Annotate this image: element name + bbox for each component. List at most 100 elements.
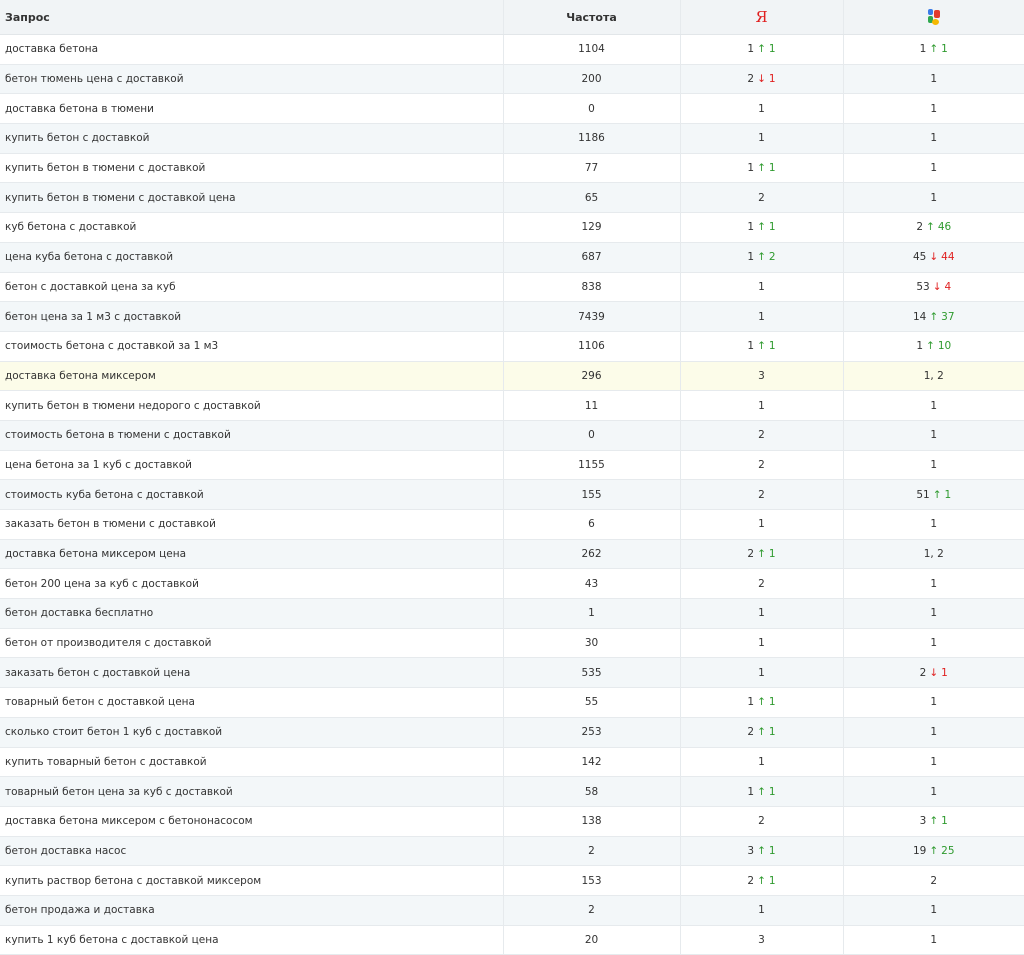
query-cell: стоимость бетона с доставкой за 1 м3: [0, 331, 503, 362]
column-header-query[interactable]: Запрос: [0, 0, 503, 35]
position-value: 1: [758, 666, 765, 679]
arrow-down-icon: ↓: [757, 73, 766, 86]
position-value: 2: [747, 73, 755, 86]
yandex-position-cell: 2 ↓ 1: [679, 64, 843, 95]
google-position-cell: 1: [842, 776, 1024, 807]
yandex-position-cell: 2: [679, 420, 843, 451]
query-cell: купить 1 куб бетона с доставкой цена: [0, 925, 503, 955]
column-header-frequency[interactable]: Частота: [502, 0, 680, 35]
query-cell: бетон доставка насос: [0, 836, 503, 867]
table-row: стоимость куба бетона с доставкой 155 2 51 ↑…: [0, 479, 1024, 510]
yandex-position-cell: 1: [679, 390, 843, 421]
arrow-up-icon: ↑: [757, 162, 766, 175]
position-value: 1: [930, 518, 938, 531]
arrow-up-icon: ↑: [926, 340, 935, 353]
table-row: купить товарный бетон с доставкой 142 1 1: [0, 747, 1024, 778]
yandex-position-cell: 2: [679, 568, 843, 600]
table-row: заказать бетон с доставкой цена 535 1 2 ↓ 1: [0, 657, 1024, 689]
position-value: 1: [747, 785, 755, 798]
query-cell: стоимость куба бетона с доставкой: [0, 479, 503, 510]
yandex-position-cell: 1: [679, 509, 843, 540]
position-value: 1: [930, 726, 938, 739]
position-value: 3: [919, 815, 927, 828]
query-cell: доставка бетона миксером с бетононасосом: [0, 806, 503, 837]
position-change: 44: [941, 251, 955, 264]
yandex-position-cell: 1 ↑ 1: [679, 34, 843, 65]
yandex-logo-icon: Я: [755, 8, 768, 26]
query-cell: заказать бетон с доставкой цена: [0, 657, 503, 689]
query-cell: доставка бетона миксером цена: [0, 539, 503, 570]
position-value: 1: [758, 102, 765, 115]
position-value: 1: [916, 340, 923, 353]
frequency-cell: 1106: [502, 331, 680, 362]
position-value: 1: [930, 429, 938, 442]
frequency-cell: 129: [502, 212, 680, 243]
yandex-position-cell: 1 ↑ 1: [679, 687, 843, 718]
position-change: 1: [768, 548, 776, 561]
table-row: купить раствор бетона с доставкой миксер…: [0, 865, 1024, 896]
arrow-up-icon: ↑: [929, 310, 939, 323]
position-value: 1: [747, 221, 755, 234]
column-header-google[interactable]: [842, 0, 1024, 35]
frequency-cell: 6: [502, 509, 680, 540]
position-change: 37: [941, 310, 955, 323]
frequency-cell: 1186: [502, 123, 680, 154]
position-value: 2: [916, 221, 923, 234]
arrow-up-icon: ↑: [757, 340, 766, 353]
position-change: 1: [768, 726, 776, 739]
table-row: заказать бетон в тюмени с доставкой 6 1 1: [0, 509, 1024, 540]
position-value: 1: [758, 518, 765, 531]
position-value: 1: [930, 73, 938, 86]
position-value: 2: [747, 548, 755, 561]
frequency-cell: 687: [502, 242, 680, 273]
google-position-cell: 19 ↑ 25: [842, 836, 1024, 867]
table-row: бетон тюмень цена с доставкой 200 2 ↓ 1 1: [0, 64, 1024, 95]
position-value: 2: [758, 429, 765, 442]
table-row: товарный бетон цена за куб с доставкой 58…: [0, 776, 1024, 807]
google-position-cell: 1: [842, 390, 1024, 421]
frequency-cell: 142: [502, 747, 680, 778]
google-position-cell: 1: [842, 153, 1024, 184]
arrow-down-icon: ↓: [929, 251, 939, 264]
position-change: 1: [768, 785, 776, 798]
position-value: 1, 2: [923, 369, 944, 382]
position-change: 25: [941, 844, 955, 857]
google-position-cell: 1: [842, 717, 1024, 748]
query-cell: бетон тюмень цена с доставкой: [0, 64, 503, 95]
table-row: товарный бетон с доставкой цена 55 1 ↑ 1 1: [0, 687, 1024, 718]
yandex-position-cell: 1: [679, 895, 843, 926]
query-cell: купить бетон в тюмени с доставкой цена: [0, 182, 503, 214]
position-value: 1: [758, 399, 765, 412]
position-value: 1: [930, 162, 938, 175]
frequency-cell: 155: [502, 479, 680, 510]
yandex-position-cell: 1 ↑ 2: [679, 242, 843, 273]
position-value: 53: [916, 280, 930, 293]
position-value: 2: [758, 488, 765, 501]
yandex-position-cell: 1: [679, 272, 843, 303]
query-cell: бетон продажа и доставка: [0, 895, 503, 926]
position-change: 1: [768, 340, 776, 353]
table-row: бетон 200 цена за куб с доставкой 43 2 1: [0, 568, 1024, 600]
position-value: 1: [930, 696, 938, 709]
position-value: 1: [930, 132, 938, 145]
frequency-cell: 55: [502, 687, 680, 718]
yandex-position-cell: 2 ↑ 1: [679, 717, 843, 748]
arrow-down-icon: ↓: [929, 666, 939, 679]
column-header-yandex[interactable]: Я: [679, 0, 843, 35]
position-value: 1: [758, 755, 765, 768]
position-value: 1: [747, 251, 755, 264]
yandex-position-cell: 1: [679, 301, 843, 332]
google-position-cell: 1 ↑ 1: [842, 34, 1024, 65]
frequency-cell: 2: [502, 895, 680, 926]
table-row: купить бетон в тюмени с доставкой цена 65…: [0, 182, 1024, 214]
position-value: 3: [758, 933, 765, 946]
position-change: 1: [768, 73, 776, 86]
position-value: 2: [747, 874, 755, 887]
google-position-cell: 1: [842, 182, 1024, 214]
arrow-up-icon: ↑: [757, 874, 766, 887]
arrow-up-icon: ↑: [757, 844, 766, 857]
query-cell: бетон от производителя с доставкой: [0, 628, 503, 659]
query-cell: доставка бетона в тюмени: [0, 93, 503, 125]
query-cell: бетон доставка бесплатно: [0, 598, 503, 629]
table-row: стоимость бетона в тюмени с доставкой 0 2 1: [0, 420, 1024, 451]
